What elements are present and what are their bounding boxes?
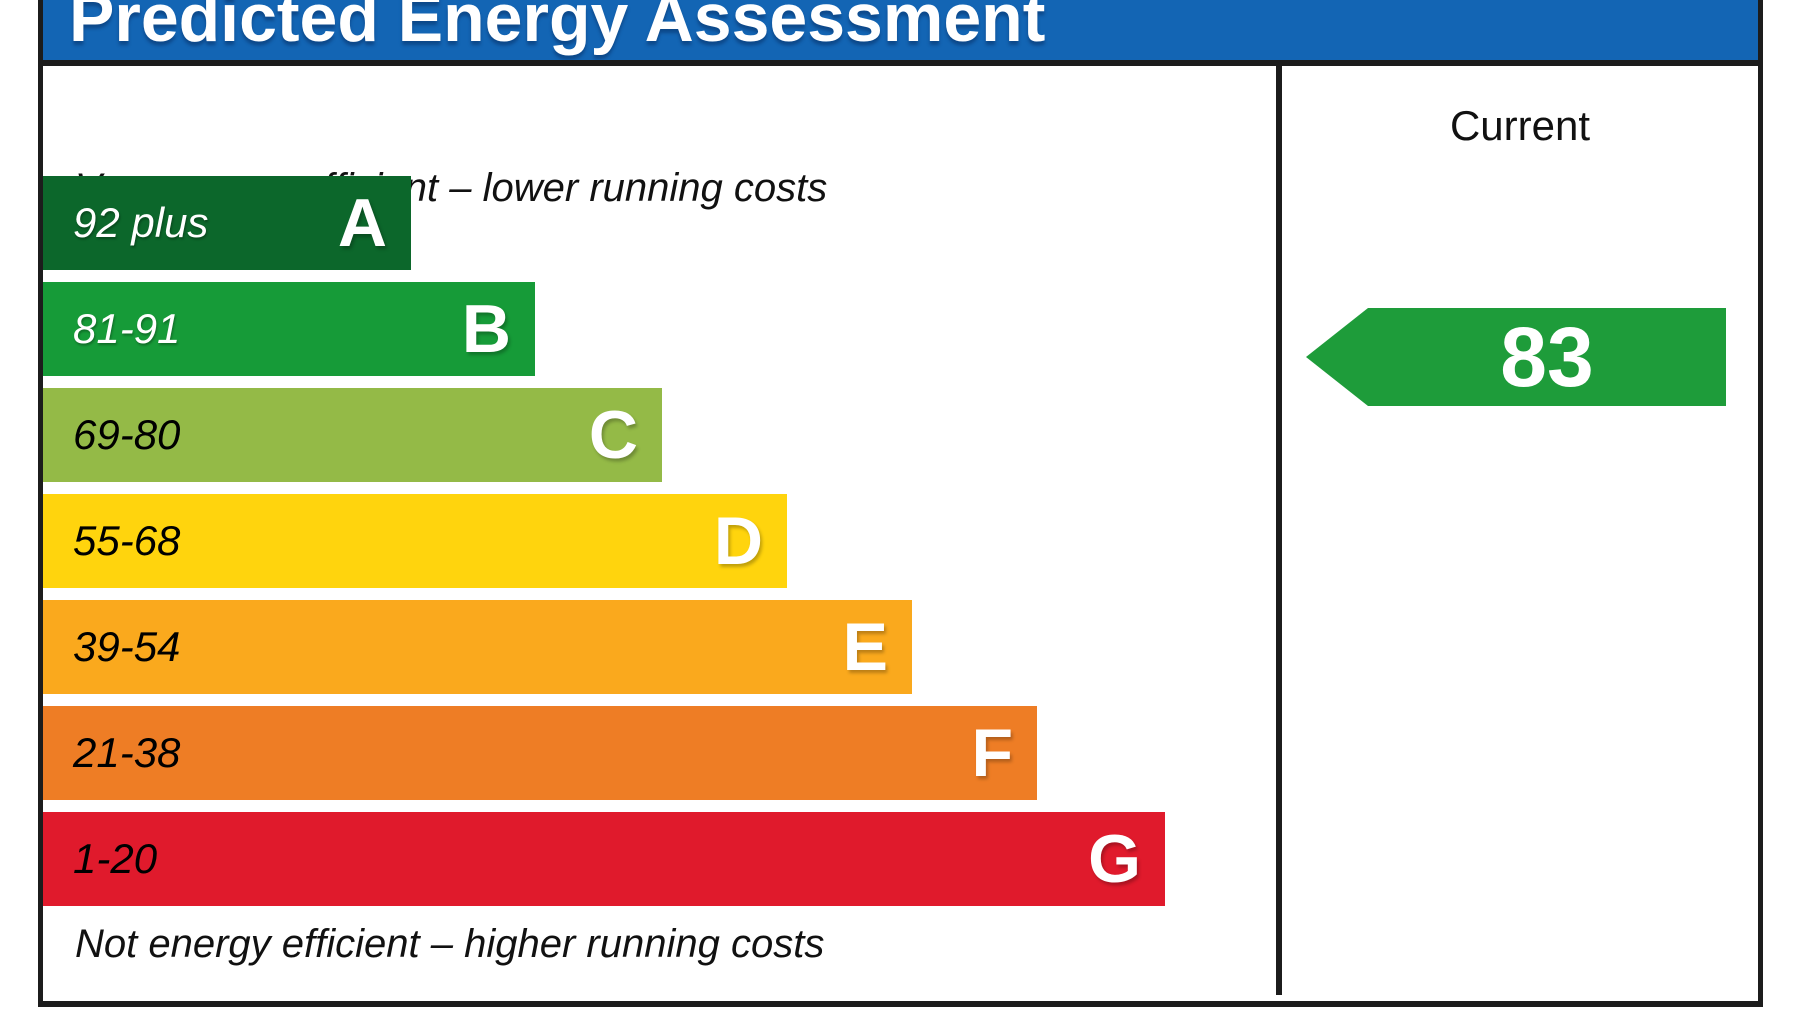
band-row-f: 21-38 F	[43, 706, 1037, 800]
band-range-label: 39-54	[73, 623, 181, 670]
band-range-label: 69-80	[73, 411, 181, 458]
band-letter: C	[588, 397, 638, 473]
band-range-label: 81-91	[73, 305, 181, 352]
current-rating-panel: Current 83	[1282, 66, 1758, 995]
left-arrow-icon	[1306, 308, 1726, 406]
epc-chart-box: Predicted Energy Assessment Very energy …	[38, 0, 1763, 1007]
current-rating-arrow: 83	[1306, 308, 1726, 406]
band-range-label: 21-38	[73, 729, 181, 776]
band-letter: F	[971, 715, 1013, 791]
band-row-d: 55-68 D	[43, 494, 787, 588]
current-column-header: Current	[1449, 102, 1591, 149]
band-letter: A	[337, 185, 387, 261]
band-range-label: 55-68	[73, 517, 181, 564]
current-rating-value: 83	[1500, 310, 1594, 404]
bottom-caption: Not energy efficient – higher running co…	[75, 922, 825, 966]
chart-content: Very energy efficient – lower running co…	[43, 66, 1758, 995]
page-title: Predicted Energy Assessment	[69, 0, 1046, 56]
band-letter: E	[842, 609, 888, 685]
title-bar: Predicted Energy Assessment	[43, 0, 1758, 66]
left-arrow-shape	[1306, 308, 1726, 406]
band-row-g: 1-20 G	[43, 812, 1165, 906]
band-range-label: 92 plus	[73, 199, 209, 246]
band-letter: D	[713, 503, 763, 579]
band-letter: G	[1088, 821, 1141, 897]
band-letter: B	[461, 291, 511, 367]
band-row-a: 92 plus A	[43, 176, 411, 270]
rating-scale-panel: Very energy efficient – lower running co…	[43, 66, 1282, 995]
band-row-e: 39-54 E	[43, 600, 912, 694]
band-row-b: 81-91 B	[43, 282, 535, 376]
band-row-c: 69-80 C	[43, 388, 662, 482]
band-range-label: 1-20	[73, 835, 158, 882]
